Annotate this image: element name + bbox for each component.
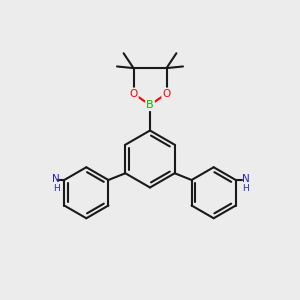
Text: O: O (162, 88, 171, 99)
Text: N: N (242, 173, 250, 184)
Text: B: B (146, 100, 154, 110)
Text: O: O (129, 88, 138, 99)
Text: H: H (242, 184, 249, 193)
Text: H: H (53, 184, 60, 193)
Text: N: N (52, 173, 60, 184)
